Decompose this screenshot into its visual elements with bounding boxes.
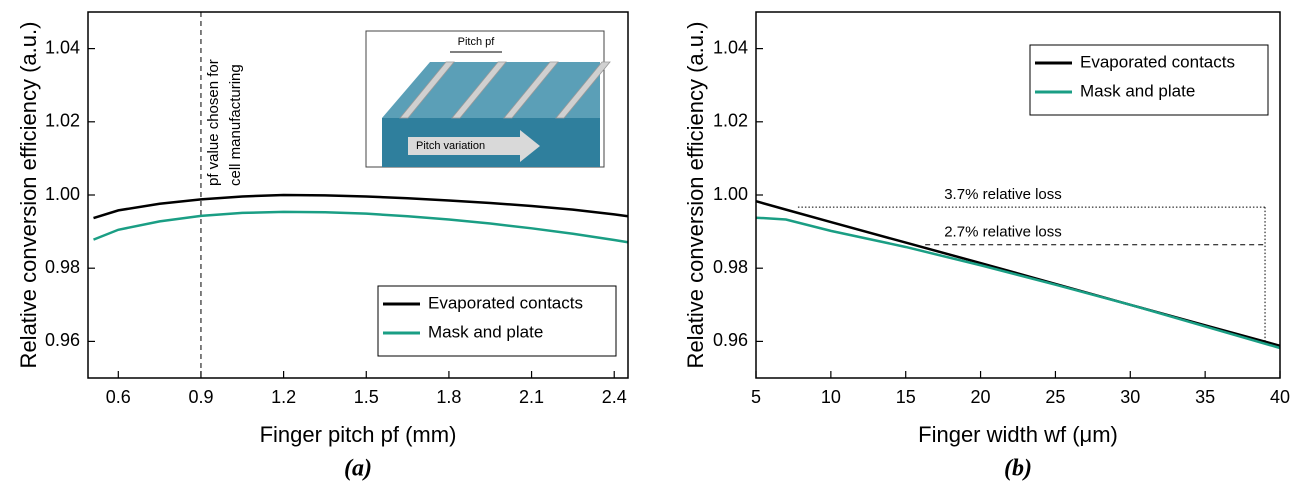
x-tick-label: 10 — [821, 387, 841, 407]
y-tick-label: 1.04 — [713, 37, 748, 57]
x-tick-label: 1.8 — [436, 387, 461, 407]
finger — [503, 61, 559, 119]
x-tick-label: 40 — [1270, 387, 1290, 407]
x-tick-label: 25 — [1045, 387, 1065, 407]
finger — [555, 61, 611, 119]
legend-label: Mask and plate — [428, 322, 543, 341]
finger — [399, 61, 455, 119]
y-tick-label: 0.98 — [713, 257, 748, 277]
y-tick-label: 0.98 — [45, 257, 80, 277]
inset-pitch-label: Pitch pf — [458, 36, 496, 48]
x-tick-label: 0.6 — [106, 387, 131, 407]
y-tick-label: 1.04 — [45, 37, 80, 57]
series-line — [755, 216, 1281, 350]
legend-box — [377, 285, 617, 357]
legend-label: Evaporated contacts — [1080, 52, 1235, 71]
inset-arrow-label: Pitch variation — [416, 140, 485, 152]
panel-label: (a) — [344, 456, 372, 482]
y-tick-label: 1.02 — [45, 111, 80, 131]
x-axis-label: Finger width wf (μm) — [918, 422, 1118, 447]
x-tick-label: 5 — [751, 387, 761, 407]
series-line — [93, 193, 629, 220]
x-axis-label: Finger pitch pf (mm) — [260, 422, 457, 447]
x-tick-label: 0.9 — [188, 387, 213, 407]
series-line — [93, 210, 629, 244]
y-tick-label: 1.02 — [713, 111, 748, 131]
reference-annotation: pf value chosen for — [205, 59, 222, 186]
x-tick-label: 35 — [1195, 387, 1215, 407]
legend-label: Evaporated contacts — [428, 293, 583, 312]
y-axis-label: Relative conversion efficiency (a.u.) — [683, 22, 708, 369]
panel-label: (b) — [1004, 456, 1032, 482]
x-tick-label: 20 — [971, 387, 991, 407]
annotation-text: 3.7% relative loss — [944, 186, 1062, 203]
x-tick-label: 1.2 — [271, 387, 296, 407]
reference-annotation: cell manufacturing — [227, 64, 244, 186]
annotation-text: 2.7% relative loss — [944, 224, 1062, 241]
y-tick-label: 1.00 — [45, 184, 80, 204]
x-tick-label: 30 — [1120, 387, 1140, 407]
arrow — [408, 130, 540, 162]
legend-box — [1029, 44, 1269, 116]
legend-label: Mask and plate — [1080, 81, 1195, 100]
plot-frame — [87, 11, 629, 379]
y-tick-label: 1.00 — [713, 184, 748, 204]
plot-frame — [755, 11, 1281, 379]
x-tick-label: 2.1 — [519, 387, 544, 407]
x-tick-label: 15 — [896, 387, 916, 407]
y-tick-label: 0.96 — [713, 330, 748, 350]
inset-diagram: Pitch variation Pitch pf — [365, 30, 611, 168]
x-tick-label: 2.4 — [602, 387, 627, 407]
x-tick-label: 1.5 — [354, 387, 379, 407]
finger — [451, 61, 507, 119]
y-tick-label: 0.96 — [45, 330, 80, 350]
y-axis-label: Relative conversion efficiency (a.u.) — [16, 22, 41, 369]
